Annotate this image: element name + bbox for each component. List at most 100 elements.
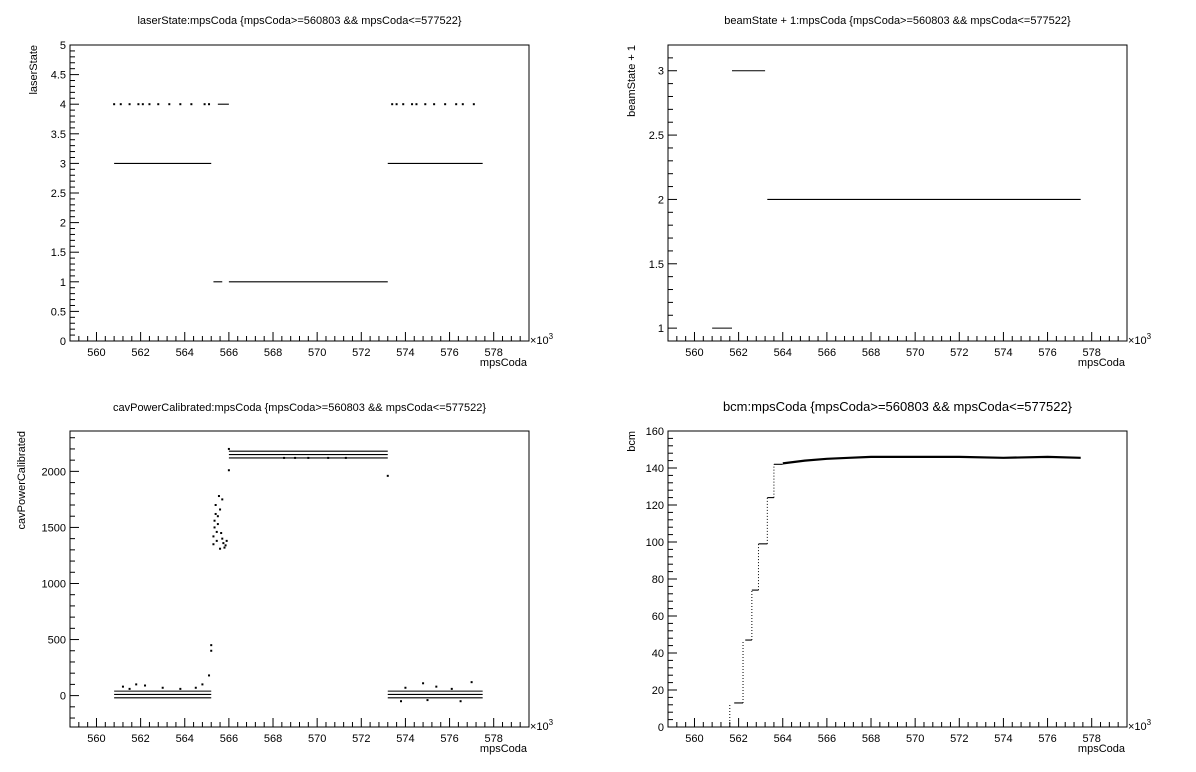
plot-frame (667, 44, 1128, 342)
data-point (141, 103, 144, 106)
y-tick-label: 1.5 (51, 247, 66, 259)
data-point (327, 456, 330, 459)
x-tick-label: 566 (220, 347, 238, 359)
y-tick-label: 2.5 (51, 188, 66, 200)
x-tick-label: 564 (176, 347, 194, 359)
data-point (424, 103, 427, 106)
x-tick-label: 568 (264, 347, 282, 359)
x-multiplier-label: ×103 (1128, 718, 1152, 733)
data-point (121, 685, 124, 688)
data-point (119, 103, 122, 106)
x-tick-label: 562 (131, 733, 149, 745)
data-point (215, 530, 218, 533)
data-point (404, 686, 407, 689)
data-point (411, 103, 414, 106)
x-multiplier-base: ×10 (1128, 721, 1147, 733)
data-point (455, 103, 458, 106)
y-tick-label: 1.5 (649, 259, 664, 271)
y-tick-label: 2000 (42, 466, 66, 478)
y-tick-label: 0.5 (51, 306, 66, 318)
data-point (212, 535, 215, 538)
x-tick-label: 570 (906, 733, 924, 745)
y-tick-label: 120 (646, 500, 664, 512)
x-tick-label: 578 (1083, 733, 1101, 745)
x-multiplier-label: ×103 (530, 718, 554, 733)
x-tick-label: 568 (862, 347, 880, 359)
y-tick-label: 1000 (42, 578, 66, 590)
data-point (213, 526, 216, 529)
data-point (148, 103, 151, 106)
data-point (213, 519, 216, 522)
y-tick-label: 3 (60, 158, 66, 170)
data-point (400, 700, 403, 703)
x-multiplier-base: ×10 (530, 721, 549, 733)
x-tick-label: 574 (994, 347, 1012, 359)
x-tick-label: 576 (440, 733, 458, 745)
plot-frame (69, 44, 530, 342)
x-tick-label: 564 (176, 733, 194, 745)
x-multiplier-label: ×103 (1128, 332, 1152, 347)
x-multiplier-base: ×10 (1128, 335, 1147, 347)
y-tick-label: 2 (658, 194, 664, 206)
y-tick-label: 4 (60, 99, 66, 111)
data-point (426, 699, 429, 702)
y-tick-label: 5 (60, 40, 66, 52)
data-point (214, 512, 217, 515)
data-point (450, 687, 453, 690)
data-point (214, 504, 217, 506)
y-tick-label: 0 (60, 336, 66, 348)
x-tick-label: 574 (396, 347, 414, 359)
x-tick-label: 578 (1083, 347, 1101, 359)
data-point (128, 103, 131, 106)
y-tick-label: 2.5 (649, 130, 664, 142)
x-multiplier-label: ×103 (530, 332, 554, 347)
x-axis-label: mpsCoda (1078, 357, 1126, 369)
data-point (224, 544, 227, 547)
data-point (227, 447, 230, 450)
x-tick-label: 566 (220, 733, 238, 745)
x-tick-label: 576 (440, 347, 458, 359)
x-tick-label: 570 (308, 347, 326, 359)
y-tick-label: 20 (652, 685, 664, 697)
bcm-panel: bcm:mpsCoda {mpsCoda>=560803 && mpsCoda<… (626, 399, 1152, 755)
data-point (179, 103, 182, 106)
data-point (227, 469, 230, 472)
data-point (459, 700, 462, 703)
y-axis-label: beamState + 1 (626, 45, 638, 117)
data-point (179, 687, 182, 690)
x-multiplier-exponent: 3 (549, 718, 554, 727)
x-axis-label: mpsCoda (1078, 743, 1126, 755)
data-point (222, 542, 225, 545)
plot-frame (667, 430, 1128, 728)
data-point (217, 495, 220, 498)
x-tick-label: 570 (308, 733, 326, 745)
x-tick-label: 576 (1038, 733, 1056, 745)
data-point (395, 103, 398, 106)
x-multiplier-base: ×10 (530, 335, 549, 347)
x-tick-label: 578 (485, 347, 503, 359)
data-point (220, 532, 223, 535)
data-point (472, 103, 475, 106)
data-point (470, 681, 473, 684)
x-tick-label: 574 (994, 733, 1012, 745)
data-point (216, 515, 219, 518)
y-tick-label: 80 (652, 574, 664, 586)
data-point (215, 539, 218, 542)
data-point (221, 498, 224, 501)
x-tick-label: 568 (862, 733, 880, 745)
y-tick-label: 0 (658, 722, 664, 734)
data-point (113, 103, 116, 106)
x-tick-label: 560 (685, 347, 703, 359)
x-tick-label: 560 (685, 733, 703, 745)
y-axis-label: cavPowerCalibrated (16, 431, 28, 529)
data-point (203, 103, 206, 106)
data-point (422, 682, 425, 685)
data-point (157, 103, 160, 106)
data-point (190, 103, 193, 106)
x-multiplier-exponent: 3 (549, 332, 554, 341)
y-tick-label: 100 (646, 537, 664, 549)
data-point (208, 103, 211, 106)
x-tick-label: 570 (906, 347, 924, 359)
x-multiplier-exponent: 3 (1147, 718, 1152, 727)
